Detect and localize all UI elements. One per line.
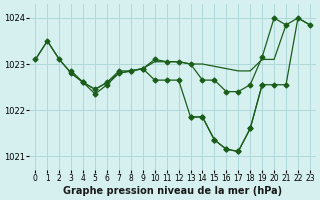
X-axis label: Graphe pression niveau de la mer (hPa): Graphe pression niveau de la mer (hPa) <box>63 186 282 196</box>
